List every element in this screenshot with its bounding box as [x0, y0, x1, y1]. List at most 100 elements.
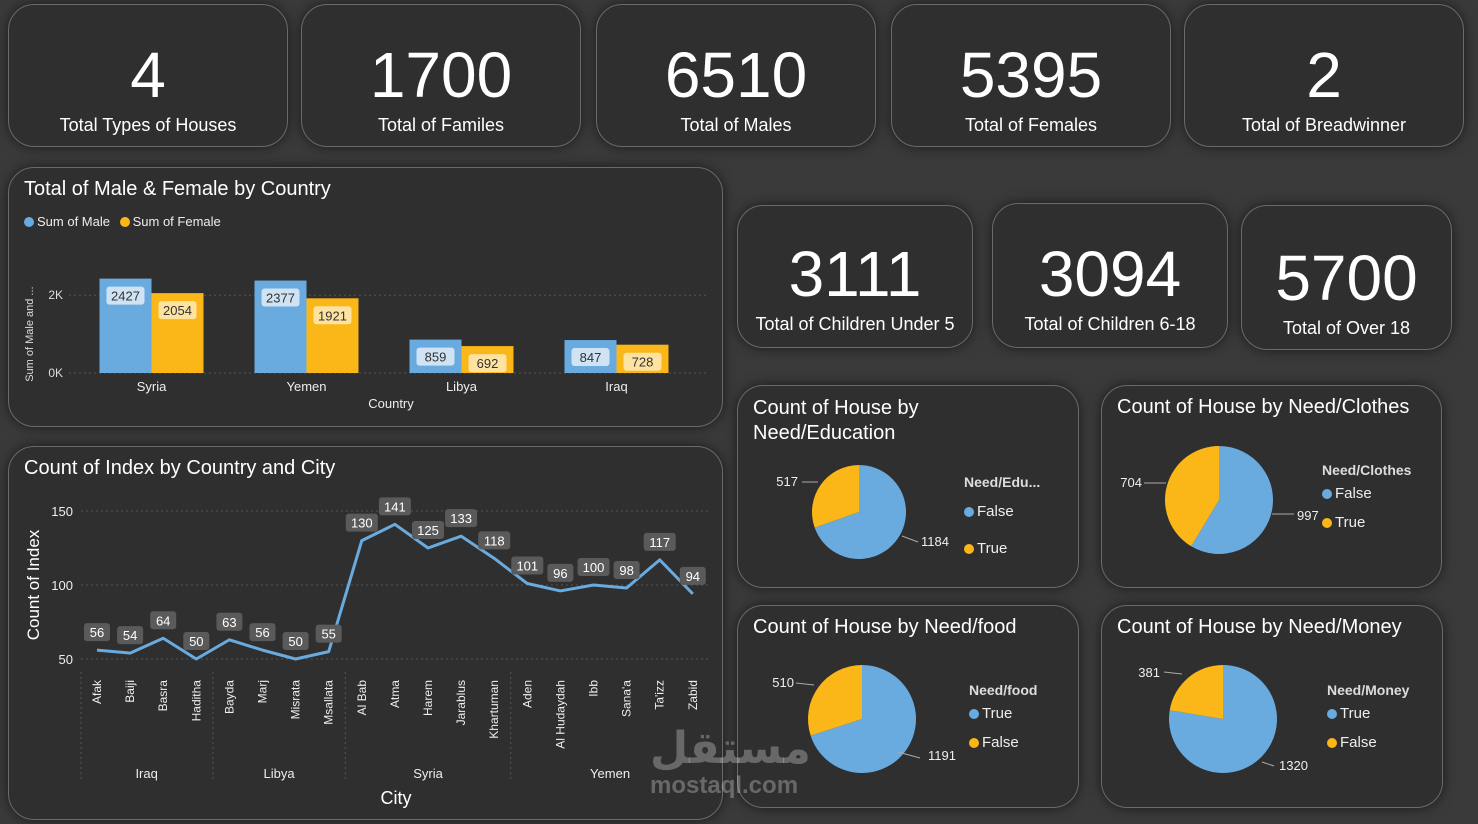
- line-series: [96, 522, 694, 661]
- x-tick-label: Ta'izz: [653, 680, 667, 710]
- bar-data-label-bg: [313, 306, 352, 325]
- pie-leader-line: [897, 751, 921, 759]
- pie-slice-true: [812, 465, 859, 528]
- line-data-label-bg: [613, 560, 640, 579]
- pie-legend-item: False: [964, 497, 1040, 526]
- bar-data-label-bg: [158, 301, 197, 320]
- legend-label: True: [982, 705, 1013, 722]
- line-data-label: 54: [123, 628, 137, 643]
- x-tick-label: Jarablus: [454, 680, 468, 725]
- pie-data-label: 510: [772, 675, 794, 690]
- line-data-label-bg: [183, 632, 210, 650]
- pie-data-label: 997: [1297, 508, 1319, 523]
- legend-dot: [1322, 489, 1332, 499]
- pie-slice-false: [814, 465, 906, 559]
- line-data-label: 125: [417, 523, 439, 538]
- bar-data-label: 2427: [111, 289, 140, 304]
- pie-legend-title: Need/Clothes: [1322, 462, 1412, 478]
- line-data-label-bg: [378, 497, 411, 516]
- pie-legend-title: Need/Edu...: [964, 474, 1041, 490]
- legend-label: False: [1340, 734, 1377, 751]
- line-data-label-bg: [547, 563, 574, 582]
- bar-data-label: 1921: [318, 308, 347, 323]
- legend-dot: [1327, 709, 1337, 719]
- pie-card-food: Count of House by Need/food 510 1191 Need…: [737, 605, 1079, 808]
- line-data-label: 130: [351, 516, 373, 531]
- pie-chart-money: 381 1320: [1138, 665, 1308, 773]
- line-data-label: 94: [686, 569, 700, 584]
- legend-dot-female: [119, 217, 130, 227]
- line-data-label-bg: [478, 531, 511, 550]
- pie-legend-item: True: [969, 699, 1037, 728]
- y-tick-label: 150: [51, 504, 73, 519]
- pie-legend-item: False: [1327, 728, 1409, 757]
- line-chart-card: Count of Index by Country and City 50 100…: [8, 446, 723, 820]
- x-tick-label: Zabid: [686, 680, 700, 710]
- legend-label: False: [982, 734, 1019, 751]
- x-tick-label: Basra: [156, 680, 170, 712]
- y-tick-label: 100: [51, 578, 73, 593]
- pie-title-education: Count of House by Need/Education: [753, 397, 919, 444]
- line-data-label-bg: [577, 558, 610, 576]
- line-data-label: 56: [255, 625, 269, 640]
- pie-title-clothes: Count of House by Need/Clothes: [1117, 396, 1410, 418]
- pie-legend-item: False: [1322, 479, 1411, 508]
- line-data-label-bg: [511, 556, 544, 575]
- pie-leader-line: [1163, 671, 1183, 675]
- kpi-value: 3111: [788, 238, 922, 310]
- kpi-card-breadwinner: 2 Total of Breadwinner: [1184, 4, 1464, 147]
- pie-card-clothes: Count of House by Need/Clothes 704 997 Ne…: [1101, 385, 1442, 588]
- x-axis-title: City: [381, 788, 412, 808]
- bar-chart-plot: 0K 2K Sum of Male and ... 2427 2054 Syria 2377…: [24, 278, 709, 411]
- kpi-label: Total of Breadwinner: [1241, 115, 1407, 135]
- kpi-card-males: 6510 Total of Males: [596, 4, 876, 147]
- x-tick-label: Khartuman: [487, 680, 501, 739]
- kpi-label: Total of Children Under 5: [755, 314, 955, 334]
- x-tick-label: Syria: [137, 379, 167, 394]
- pie-legend-education: Need/Edu... False True: [964, 468, 1040, 563]
- legend-dot: [969, 738, 979, 748]
- line-data-label: 64: [156, 613, 170, 628]
- line-chart-plot: 50 100 150 Count of Index 56 54 64 50 63 56 50 55 13…: [24, 497, 709, 808]
- pie-legend-item: False: [969, 728, 1037, 757]
- legend-dot-male: [24, 217, 34, 227]
- legend-label: False: [977, 503, 1014, 520]
- line-data-label: 101: [516, 559, 538, 574]
- pie-data-label: 517: [776, 474, 798, 489]
- pie-legend-money: Need/Money True False: [1327, 676, 1409, 757]
- y-axis-title: Sum of Male and ...: [24, 286, 36, 381]
- bar-data-label: 692: [477, 356, 499, 371]
- kpi-value: 4: [130, 39, 166, 111]
- line-chart-title: Count of Index by Country and City: [24, 457, 336, 479]
- x-tick-label: Baiji: [123, 680, 137, 703]
- bar-data-label-bg: [416, 347, 455, 366]
- pie-title-food: Count of House by Need/food: [753, 616, 1017, 638]
- y-tick-label: 2K: [48, 288, 63, 302]
- line-data-label: 55: [321, 627, 335, 642]
- x-tick-label: Haditha: [189, 680, 203, 722]
- legend-label: True: [1340, 705, 1371, 722]
- bar-data-label-bg: [571, 348, 610, 367]
- x-tick-label: Libya: [446, 379, 478, 394]
- pie-leader-line: [901, 535, 919, 543]
- kpi-label: Total of Familes: [377, 115, 505, 135]
- kpi-value: 5395: [959, 39, 1103, 111]
- bar-data-label-bg: [261, 288, 300, 307]
- x-tick-label: Sana'a: [620, 680, 634, 717]
- kpi-card-females: 5395 Total of Females: [891, 4, 1171, 147]
- line-data-label: 133: [450, 511, 472, 526]
- line-data-label: 50: [189, 634, 203, 649]
- pie-legend-food: Need/food True False: [969, 676, 1037, 757]
- legend-dot: [964, 507, 974, 517]
- pie-card-education: Count of House by Need/Education 517 1184…: [737, 385, 1079, 588]
- pie-leader-line: [795, 682, 815, 686]
- line-data-label-bg: [679, 566, 706, 585]
- pie-legend-item: True: [964, 534, 1040, 563]
- legend-label: True: [1335, 514, 1366, 531]
- x-tick-label: Al Bab: [355, 680, 369, 716]
- x-tick-label: Iraq: [605, 379, 627, 394]
- legend-label: True: [977, 540, 1008, 557]
- line-data-label: 96: [553, 566, 567, 581]
- x-tick-label: Misrata: [289, 680, 303, 720]
- kpi-card-house-types: 4 Total Types of Houses: [8, 4, 288, 147]
